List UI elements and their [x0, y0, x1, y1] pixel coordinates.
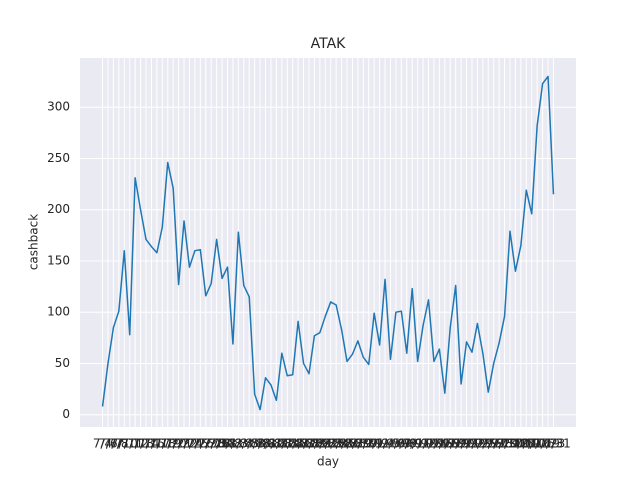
x-tick-label: 8/16: [285, 437, 312, 451]
x-tick-label: 9/21: [453, 437, 480, 451]
x-tick-label: 8/15: [279, 437, 306, 451]
x-tick-label: 8/5: [240, 437, 259, 451]
x-tick-label: 9/29: [491, 437, 518, 451]
y-tick-label: 50: [55, 356, 70, 370]
x-tick-label: 7/25: [181, 437, 208, 451]
x-tick-label: 10/9: [513, 437, 540, 451]
x-tick-label: 7/20: [160, 437, 187, 451]
x-tick-label: 7/28: [198, 437, 225, 451]
x-tick-label: 7/21: [165, 437, 192, 451]
data-line: [101, 75, 555, 411]
x-tick-label: 8/14: [274, 437, 301, 451]
x-tick-label: 9/6: [386, 437, 405, 451]
x-tick-label: 8/28: [339, 437, 366, 451]
x-tick-label: 9/20: [448, 437, 475, 451]
x-tick-label: 8/17: [290, 437, 317, 451]
x-tick-label: 7/10: [111, 437, 138, 451]
y-tick-label: 200: [47, 202, 70, 216]
x-tick-label: 7/26: [187, 437, 214, 451]
x-tick-label: 7/29: [203, 437, 230, 451]
x-tick-label: 7/11: [116, 437, 143, 451]
x-tick-label: 9/9: [403, 437, 422, 451]
x-tick-label: 9/19: [442, 437, 469, 451]
x-tick-label: 8/7: [245, 437, 264, 451]
x-tick-label: 7/7: [104, 437, 123, 451]
x-tick-label: 9/14: [420, 437, 447, 451]
x-tick-label: 7/17: [143, 437, 170, 451]
x-tick-label: 8/18: [296, 437, 323, 451]
x-tick-label: 9/18: [437, 437, 464, 451]
x-tick-label: 8/23: [317, 437, 344, 451]
x-tick-label: 9/16: [431, 437, 458, 451]
x-tick-label: 9/11: [404, 437, 431, 451]
x-tick-label: 10/2: [502, 437, 529, 451]
x-tick-label: 10/12: [514, 437, 549, 451]
x-tick-label: 9/8: [397, 437, 416, 451]
x-tick-label: 9/26: [475, 437, 502, 451]
x-tick-label: 10/19: [525, 437, 560, 451]
x-tick-label: 8/10: [257, 437, 284, 451]
y-tick-label: 250: [47, 151, 70, 165]
x-tick-label: 7/6: [98, 437, 117, 451]
x-tick-label: 9/1: [365, 437, 384, 451]
x-tick-label: 8/21: [306, 437, 333, 451]
x-tick-label: 8/24: [323, 437, 350, 451]
x-tick-label: 8/8: [250, 437, 269, 451]
x-tick-label: 9/12: [410, 437, 437, 451]
y-axis-label: cashback: [27, 214, 41, 270]
x-tick-label: 8/11: [263, 437, 290, 451]
y-tick-label: 0: [62, 407, 70, 421]
x-tick-label: 8/25: [328, 437, 355, 451]
x-tick-label: 9/13: [415, 437, 442, 451]
x-tick-label: 8/31: [355, 437, 382, 451]
x-tick-label: 9/25: [469, 437, 496, 451]
x-tick-label: 8/2: [223, 437, 242, 451]
x-tick-label: 9/4: [375, 437, 394, 451]
y-tick-label: 150: [47, 253, 70, 267]
x-tick-label: 7/8: [109, 437, 128, 451]
x-tick-label: 7/12: [122, 437, 149, 451]
x-tick-label: 9/27: [480, 437, 507, 451]
x-tick-label: 7/27: [192, 437, 219, 451]
x-tick-label: 9/30: [497, 437, 524, 451]
x-tick-label: 9/23: [464, 437, 491, 451]
x-tick-label: 9/15: [426, 437, 453, 451]
x-tick-label: 10/16: [520, 437, 555, 451]
x-tick-label: 8/1: [218, 437, 237, 451]
x-tick-label: 7/4: [93, 437, 112, 451]
x-tick-label: 10/5: [507, 437, 534, 451]
x-tick-label: 8/29: [344, 437, 371, 451]
x-tick-label: 7/15: [138, 437, 165, 451]
x-tick-label: 7/13: [127, 437, 154, 451]
x-tick-label: 8/26: [334, 437, 361, 451]
x-tick-label: 9/5: [381, 437, 400, 451]
y-tick-label: 300: [47, 100, 70, 114]
x-tick-label: 7/18: [149, 437, 176, 451]
x-tick-label: 10/31: [536, 437, 571, 451]
x-tick-label: 8/22: [312, 437, 339, 451]
x-tick-label: 8/9: [256, 437, 275, 451]
plot-background: [80, 58, 576, 427]
x-tick-label: 7/22: [171, 437, 198, 451]
x-tick-label: 7/19: [154, 437, 181, 451]
x-tick-label: 9/7: [392, 437, 411, 451]
chart-title: ATAK: [311, 36, 347, 52]
y-tick-label: 100: [47, 305, 70, 319]
x-tick-label: 7/24: [176, 437, 203, 451]
x-tick-label: 8/3: [229, 437, 248, 451]
x-tick-label: 8/30: [350, 437, 377, 451]
x-axis-label: day: [317, 455, 339, 469]
x-tick-label: 8/12: [268, 437, 295, 451]
x-tick-label: 9/22: [458, 437, 485, 451]
x-tick-label: 9/2: [370, 437, 389, 451]
x-tick-label: 7/31: [209, 437, 236, 451]
x-tick-label: 8/19: [301, 437, 328, 451]
x-tick-label: 10/23: [531, 437, 566, 451]
x-tick-label: 7/14: [133, 437, 160, 451]
x-tick-label: 8/4: [234, 437, 253, 451]
x-tick-label: 9/28: [486, 437, 513, 451]
